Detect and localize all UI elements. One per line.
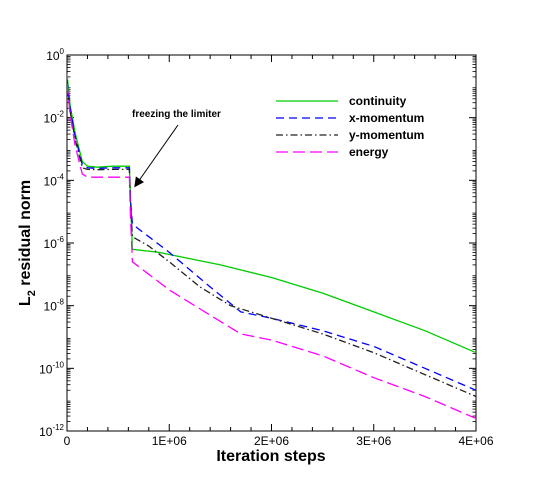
legend: continuity x-momentum y-momentum energy xyxy=(276,94,424,159)
y-axis-title-rest: residual norm xyxy=(17,180,34,290)
y-tick-label: 10-2 xyxy=(44,110,65,126)
x-tick-label: 4E+06 xyxy=(458,434,493,448)
axis-ticks: 0 1E+06 2E+06 3E+06 4E+06 100 10-2 10-4 10-6 10-8… xyxy=(39,47,494,448)
series-layer xyxy=(67,73,476,420)
legend-label-y-momentum: y-momentum xyxy=(349,128,424,142)
y-tick-label: 10-10 xyxy=(39,360,64,376)
y-tick-label: 10-6 xyxy=(44,235,65,251)
series-line-y-momentum xyxy=(67,83,476,398)
y-tick-label: 10-4 xyxy=(44,172,65,188)
series-line-x-momentum xyxy=(67,80,476,391)
x-tick-label: 0 xyxy=(64,434,71,448)
annotation-arrow xyxy=(134,124,179,188)
legend-label-x-momentum: x-momentum xyxy=(349,111,424,125)
x-tick-label: 1E+06 xyxy=(152,434,187,448)
series-line-energy xyxy=(67,83,476,420)
x-axis-title: Iteration steps xyxy=(216,448,325,465)
y-axis-title: L2 residual norm xyxy=(17,180,38,306)
annotation-layer: freezing the limiter xyxy=(132,109,221,188)
y-tick-label: 100 xyxy=(46,47,64,63)
legend-label-continuity: continuity xyxy=(349,94,407,108)
annotation-label: freezing the limiter xyxy=(132,109,221,120)
y-tick-label: 10-8 xyxy=(44,298,65,314)
legend-label-energy: energy xyxy=(349,145,389,159)
y-axis-title-sub: 2 xyxy=(26,290,38,296)
x-tick-label: 2E+06 xyxy=(254,434,289,448)
y-tick-label: 10-12 xyxy=(39,423,64,439)
x-tick-label: 3E+06 xyxy=(356,434,391,448)
y-axis-title-base: L xyxy=(17,296,34,306)
